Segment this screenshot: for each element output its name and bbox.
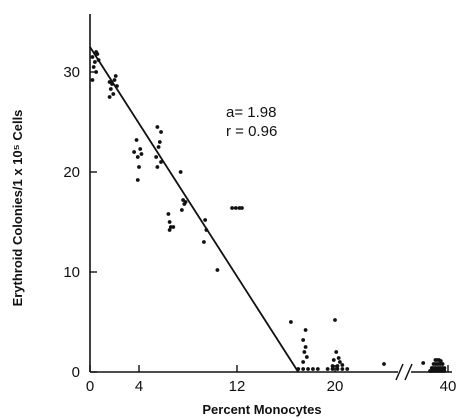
data-point — [215, 268, 220, 272]
data-point — [334, 350, 339, 354]
data-point — [289, 320, 293, 324]
data-point — [240, 206, 244, 210]
x-tick-label: 12 — [229, 378, 246, 395]
regression-line-group — [89, 46, 300, 373]
data-point — [166, 212, 171, 216]
data-point — [112, 78, 117, 82]
data-point — [440, 362, 445, 366]
data-point — [233, 206, 238, 210]
data-point — [179, 208, 184, 212]
data-point — [296, 367, 301, 371]
axis-break-mark — [404, 363, 413, 381]
data-point — [315, 367, 320, 371]
data-point — [171, 225, 176, 229]
data-point — [156, 145, 161, 149]
data-point — [311, 367, 315, 371]
data-point — [167, 228, 172, 232]
data-point — [132, 150, 137, 154]
x-tick-label: 40 — [440, 378, 457, 395]
data-point — [340, 367, 345, 371]
data-point — [178, 170, 183, 174]
data-point — [111, 92, 116, 96]
data-point — [340, 363, 345, 367]
x-tick-label: 0 — [86, 378, 94, 395]
data-point — [306, 367, 310, 371]
data-point — [108, 87, 113, 91]
data-point — [96, 58, 101, 62]
data-point — [113, 74, 118, 78]
axes — [89, 14, 452, 381]
data-point — [135, 155, 140, 159]
data-point — [338, 360, 342, 364]
y-axis-title: Erythroid Colonies/1 x 10⁵ Cells — [10, 110, 25, 307]
annotation-r: r = 0.96 — [226, 123, 277, 140]
data-point — [325, 367, 330, 371]
data-point — [330, 364, 335, 368]
ticks: 0 4 12 20 40 0 10 20 30 — [63, 64, 456, 395]
x-axis-title: Percent Monocytes — [202, 402, 321, 417]
data-point — [182, 202, 187, 206]
y-tick-label: 0 — [72, 364, 80, 381]
data-point — [336, 356, 341, 360]
data-points — [90, 50, 447, 373]
data-point — [135, 178, 140, 182]
data-point — [91, 65, 96, 69]
data-point — [159, 160, 163, 164]
data-point — [110, 82, 114, 86]
data-point — [139, 152, 144, 156]
data-point — [155, 125, 160, 129]
data-point — [159, 130, 163, 134]
data-point — [155, 165, 160, 169]
data-point — [107, 95, 112, 99]
data-point — [94, 70, 99, 74]
data-point — [93, 60, 97, 64]
data-point — [421, 361, 426, 365]
data-point — [331, 358, 336, 362]
x-tick-label: 4 — [135, 378, 143, 395]
data-point — [157, 140, 162, 144]
axis-break-mark — [395, 363, 404, 381]
data-point — [303, 345, 308, 349]
data-point — [333, 318, 337, 322]
data-point — [345, 367, 350, 371]
data-point — [134, 138, 139, 142]
data-point — [301, 360, 306, 364]
data-point — [330, 367, 335, 371]
data-point — [438, 359, 443, 363]
data-point — [230, 206, 235, 210]
data-point — [154, 155, 159, 159]
data-point — [115, 84, 119, 88]
y-tick-label: 10 — [63, 264, 80, 281]
data-point — [335, 364, 340, 368]
data-point — [202, 240, 206, 244]
data-point — [301, 367, 306, 371]
annotation-a: a= 1.98 — [226, 104, 276, 121]
data-point — [303, 328, 308, 332]
data-point — [137, 165, 141, 169]
y-tick-label: 20 — [63, 164, 80, 181]
data-point — [204, 228, 209, 232]
regression-line — [89, 46, 300, 373]
data-point — [167, 220, 172, 224]
x-tick-label: 20 — [327, 378, 344, 395]
data-point — [138, 147, 143, 151]
data-point — [382, 362, 386, 366]
data-point — [90, 55, 95, 59]
data-point — [442, 366, 447, 370]
data-point — [442, 369, 447, 373]
data-point — [301, 338, 306, 342]
data-point — [94, 50, 99, 54]
data-point — [90, 78, 95, 82]
data-point — [302, 350, 307, 354]
data-point — [203, 218, 208, 222]
y-tick-label: 30 — [63, 64, 80, 81]
data-point — [304, 355, 309, 359]
data-point — [335, 367, 340, 371]
